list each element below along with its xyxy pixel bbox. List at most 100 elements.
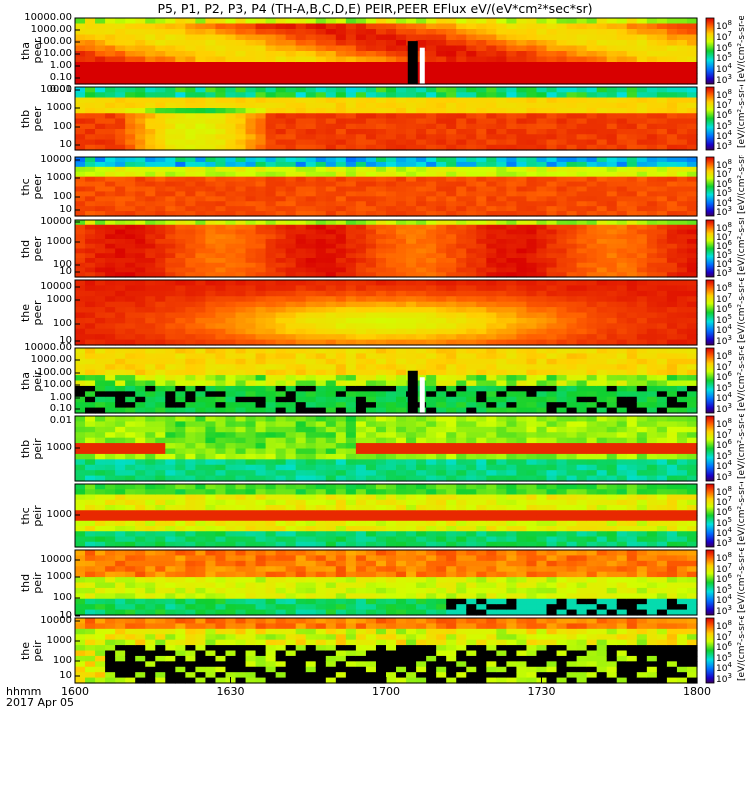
colorbar-unit-label: [eV/(cm²-s-sr-eV)] (4)	[737, 85, 747, 148]
colorbar	[705, 279, 715, 346]
y-tick-label: 1000	[46, 172, 72, 183]
colorbar-tick-label: 105	[716, 650, 732, 664]
y-tick-label: 10000	[40, 281, 72, 292]
y-tick-label: 1.00	[49, 392, 72, 403]
colorbar-tick-label: 106	[716, 640, 732, 654]
colorbar-tick-label: 108	[716, 281, 732, 294]
colorbar-unit-label: [eV/(cm²-s-sr-eV)] (4)	[737, 414, 747, 479]
panel-ylabel: thd peer	[19, 235, 44, 262]
colorbar-tick-label: 106	[716, 40, 732, 54]
data-gap-white-mark	[419, 377, 425, 413]
colorbar-tick-label: 103	[716, 205, 732, 218]
y-tick-label: 10	[59, 335, 72, 346]
colorbar-tick-label: 103	[716, 334, 732, 347]
panel-frame	[74, 86, 698, 151]
y-tick-label: 10.00	[43, 48, 72, 59]
colorbar-tick-label: 108	[716, 221, 732, 234]
y-tick-label: 1000	[46, 509, 72, 520]
colorbar-tick-label: 107	[716, 291, 732, 305]
y-tick-label: 100	[52, 121, 72, 132]
colorbar	[705, 483, 715, 548]
x-tick-label: 1600	[61, 685, 89, 698]
colorbar	[705, 219, 715, 278]
colorbar-tick-label: 104	[716, 593, 732, 607]
y-tick-label: 1000	[46, 635, 72, 646]
colorbar	[705, 86, 715, 151]
panel-thd-peer	[74, 219, 698, 278]
colorbar-tick-label: 104	[716, 323, 732, 337]
y-tick-label: 1000	[46, 236, 72, 247]
colorbar-tick-label: 108	[716, 349, 732, 362]
colorbar-unit-label: [eV/(cm²-s-sr-eV)] (4)	[737, 16, 747, 82]
y-tick-label: 1000	[46, 294, 72, 305]
colorbar-tick-label: 105	[716, 248, 732, 261]
panel-ylabel: thb peir	[19, 437, 44, 460]
colorbar-tick-label: 105	[716, 515, 732, 529]
panel-frame	[74, 219, 698, 278]
y-tick-label: 1000	[46, 442, 72, 453]
x-axis-label-hhmm: hhmm	[6, 685, 42, 698]
y-tick-label: 10000	[40, 554, 72, 565]
y-tick-label: 1000.00	[30, 354, 72, 365]
colorbar-tick-label: 106	[716, 505, 732, 519]
x-axis-label-date: 2017 Apr 05	[6, 696, 75, 709]
panel-tha-peer	[74, 17, 698, 85]
panel-thc-peer	[74, 156, 698, 217]
colorbar-unit-label: [eV/(cm²-s-sr-eV)] (4)	[737, 218, 747, 275]
panel-frame	[74, 347, 698, 414]
panel-ylabel: thc peir	[19, 504, 44, 527]
colorbar-tick-label: 107	[716, 629, 732, 643]
colorbar-tick-label: 103	[716, 470, 732, 483]
panel-ylabel: thd peir	[19, 571, 44, 594]
y-tick-label: 10000.00	[24, 12, 72, 23]
colorbar-tick-label: 108	[716, 158, 732, 171]
colorbar-tick-label: 105	[716, 118, 732, 132]
colorbar-tick-label: 105	[716, 380, 732, 394]
y-tick-label: 0.01	[49, 84, 72, 95]
colorbar-tick-label: 105	[716, 448, 732, 462]
colorbar-tick-label: 105	[716, 51, 732, 65]
colorbar-tick-label: 104	[716, 128, 732, 142]
y-tick-label: 100	[52, 592, 72, 603]
panel-the-peir	[74, 617, 698, 684]
y-tick-label: 10	[59, 670, 72, 681]
colorbar	[705, 347, 715, 414]
colorbar-unit-label: [eV/(cm²-s-sr-eV)] (4)	[737, 346, 747, 411]
colorbar-tick-label: 107	[716, 359, 732, 373]
y-tick-label: 10000	[40, 84, 72, 95]
colorbar-unit-label: [eV/(cm²-s-sr-eV)] (4)	[737, 548, 747, 613]
y-tick-label: 10000	[40, 216, 72, 227]
y-tick-label: 10	[59, 204, 72, 215]
panel-the-peer	[74, 279, 698, 346]
colorbar-tick-label: 108	[716, 88, 732, 101]
y-tick-label: 10000.00	[24, 342, 72, 353]
panel-thb-peer	[74, 86, 698, 151]
data-gap-white-mark	[419, 47, 425, 84]
y-tick-label: 1.00	[49, 60, 72, 71]
colorbar-tick-label: 104	[716, 661, 732, 675]
panel-tha-peir	[74, 347, 698, 414]
colorbar-tick-label: 106	[716, 239, 732, 252]
colorbar	[705, 156, 715, 217]
colorbar-tick-label: 107	[716, 561, 732, 575]
y-tick-label: 10	[59, 266, 72, 277]
y-tick-label: 0.01	[49, 415, 72, 426]
colorbar-tick-label: 108	[716, 551, 732, 564]
panel-frame	[74, 549, 698, 616]
colorbar-tick-label: 106	[716, 438, 732, 452]
colorbar-tick-label: 103	[716, 73, 732, 86]
colorbar-tick-label: 103	[716, 536, 732, 549]
colorbar-tick-label: 107	[716, 98, 732, 112]
colorbar-tick-label: 106	[716, 370, 732, 384]
colorbar-tick-label: 104	[716, 62, 732, 76]
y-tick-label: 10	[59, 610, 72, 621]
colorbar-tick-label: 103	[716, 139, 732, 152]
colorbar-tick-label: 108	[716, 19, 732, 32]
colorbar-tick-label: 106	[716, 302, 732, 316]
colorbar-tick-label: 103	[716, 402, 732, 415]
colorbar	[705, 549, 715, 616]
colorbar-tick-label: 103	[716, 672, 732, 685]
colorbar-tick-label: 105	[716, 312, 732, 326]
colorbar-tick-label: 106	[716, 176, 732, 190]
